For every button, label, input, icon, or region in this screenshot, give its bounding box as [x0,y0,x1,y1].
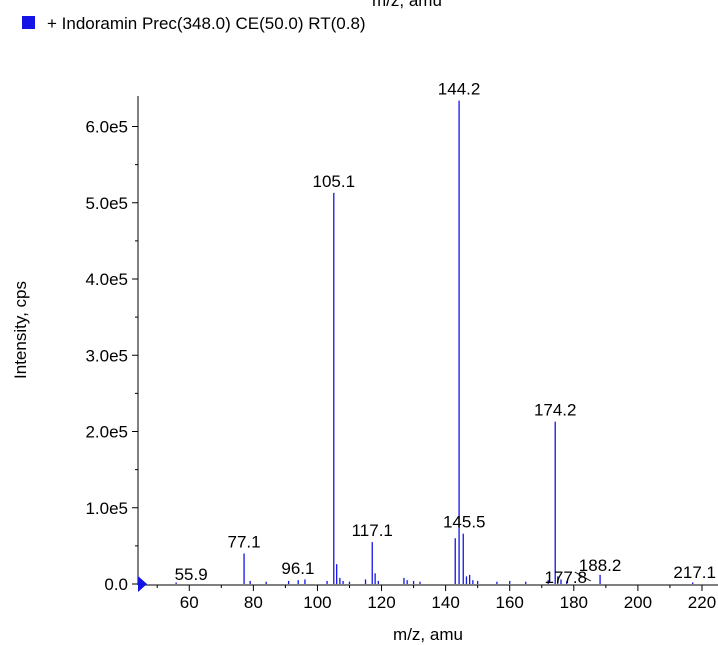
peak-label: 217.1 [673,563,716,582]
x-tick-label: 100 [303,593,331,612]
x-axis-label: m/z, amu [393,625,463,644]
label-leader-line [574,571,591,582]
cut-axis-label: m/z, amu [372,0,442,10]
y-tick-label: 5.0e5 [85,194,128,213]
y-tick-label: 3.0e5 [85,346,128,365]
x-tick-label: 200 [624,593,652,612]
y-tick-label: 4.0e5 [85,270,128,289]
peak-label: 117.1 [352,521,393,540]
peak-label: 174.2 [534,401,577,420]
peak-label: 77.1 [228,533,261,552]
x-tick-label: 120 [367,593,395,612]
peak-label: 177.8 [544,568,587,587]
x-tick-label: 160 [496,593,524,612]
x-tick-label: 180 [560,593,588,612]
y-axis-label: Intensity, cps [11,281,30,379]
legend: + Indoramin Prec(348.0) CE(50.0) RT(0.8) [22,14,366,34]
range-marker [138,576,147,592]
y-tick-label: 0.0 [104,575,128,594]
peak-label: 188.2 [579,556,622,575]
peak-label: 55.9 [175,565,208,584]
x-tick-label: 140 [431,593,459,612]
y-tick-label: 2.0e5 [85,423,128,442]
y-tick-label: 6.0e5 [85,118,128,137]
y-tick-label: 1.0e5 [85,499,128,518]
peak-label: 144.2 [438,80,481,99]
peak-label: 145.5 [443,513,486,532]
x-tick-label: 80 [244,593,263,612]
x-tick-label: 60 [180,593,199,612]
peak-label: 105.1 [313,172,356,191]
legend-text: + Indoramin Prec(348.0) CE(50.0) RT(0.8) [47,14,366,33]
plot-area: 0.0 1.0e5 2.0e5 3.0e5 4.0e5 5.0e5 6.0e5 60 80 100… [85,80,718,612]
peak-label: 96.1 [281,559,314,578]
legend-swatch [22,15,35,29]
x-tick-label: 220 [688,593,716,612]
